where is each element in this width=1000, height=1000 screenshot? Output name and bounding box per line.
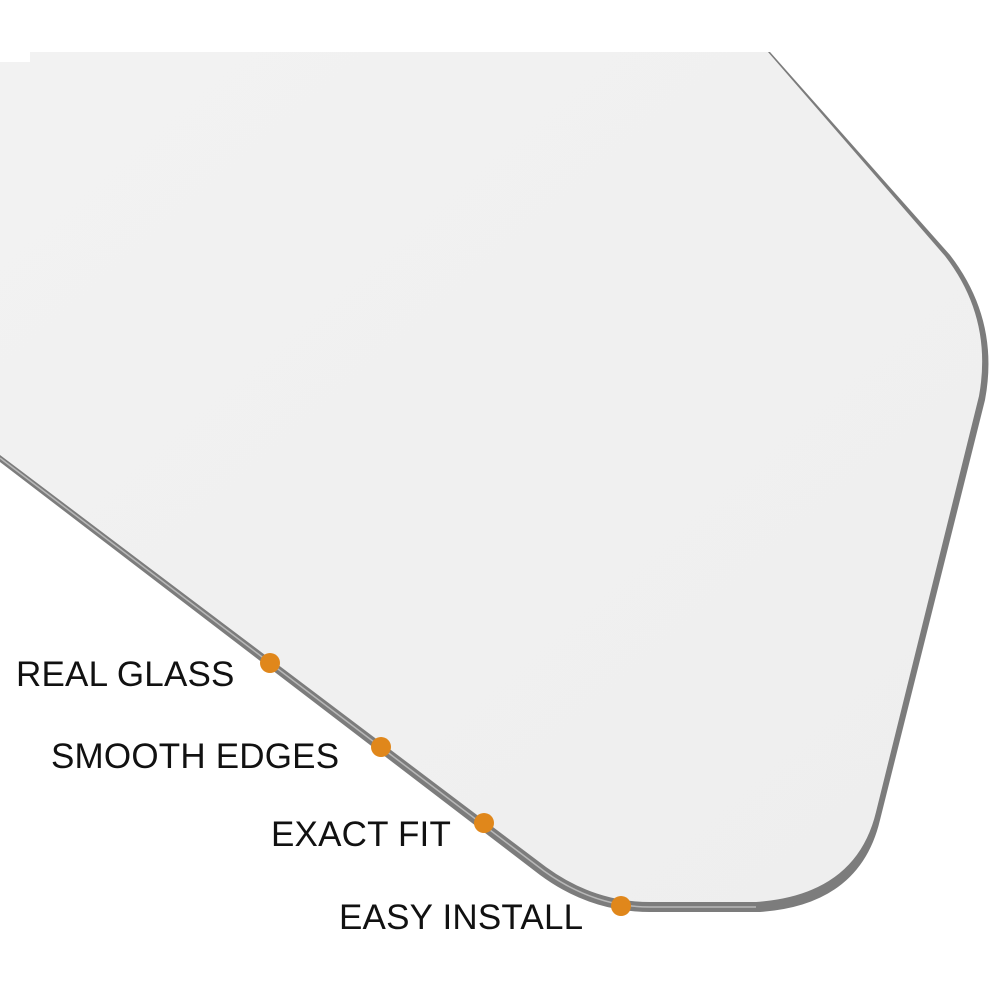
glass-face [0,52,983,902]
feature-dot-real-glass [260,653,280,673]
feature-dot-smooth-edges [371,737,391,757]
feature-label-exact-fit: EXACT FIT [271,815,452,854]
feature-dot-easy-install [611,896,631,916]
glass-edge-highlight [0,457,756,908]
feature-dot-exact-fit [474,813,494,833]
feature-label-real-glass: REAL GLASS [16,655,235,694]
feature-label-easy-install: EASY INSTALL [339,898,584,937]
feature-label-smooth-edges: SMOOTH EDGES [51,737,340,776]
